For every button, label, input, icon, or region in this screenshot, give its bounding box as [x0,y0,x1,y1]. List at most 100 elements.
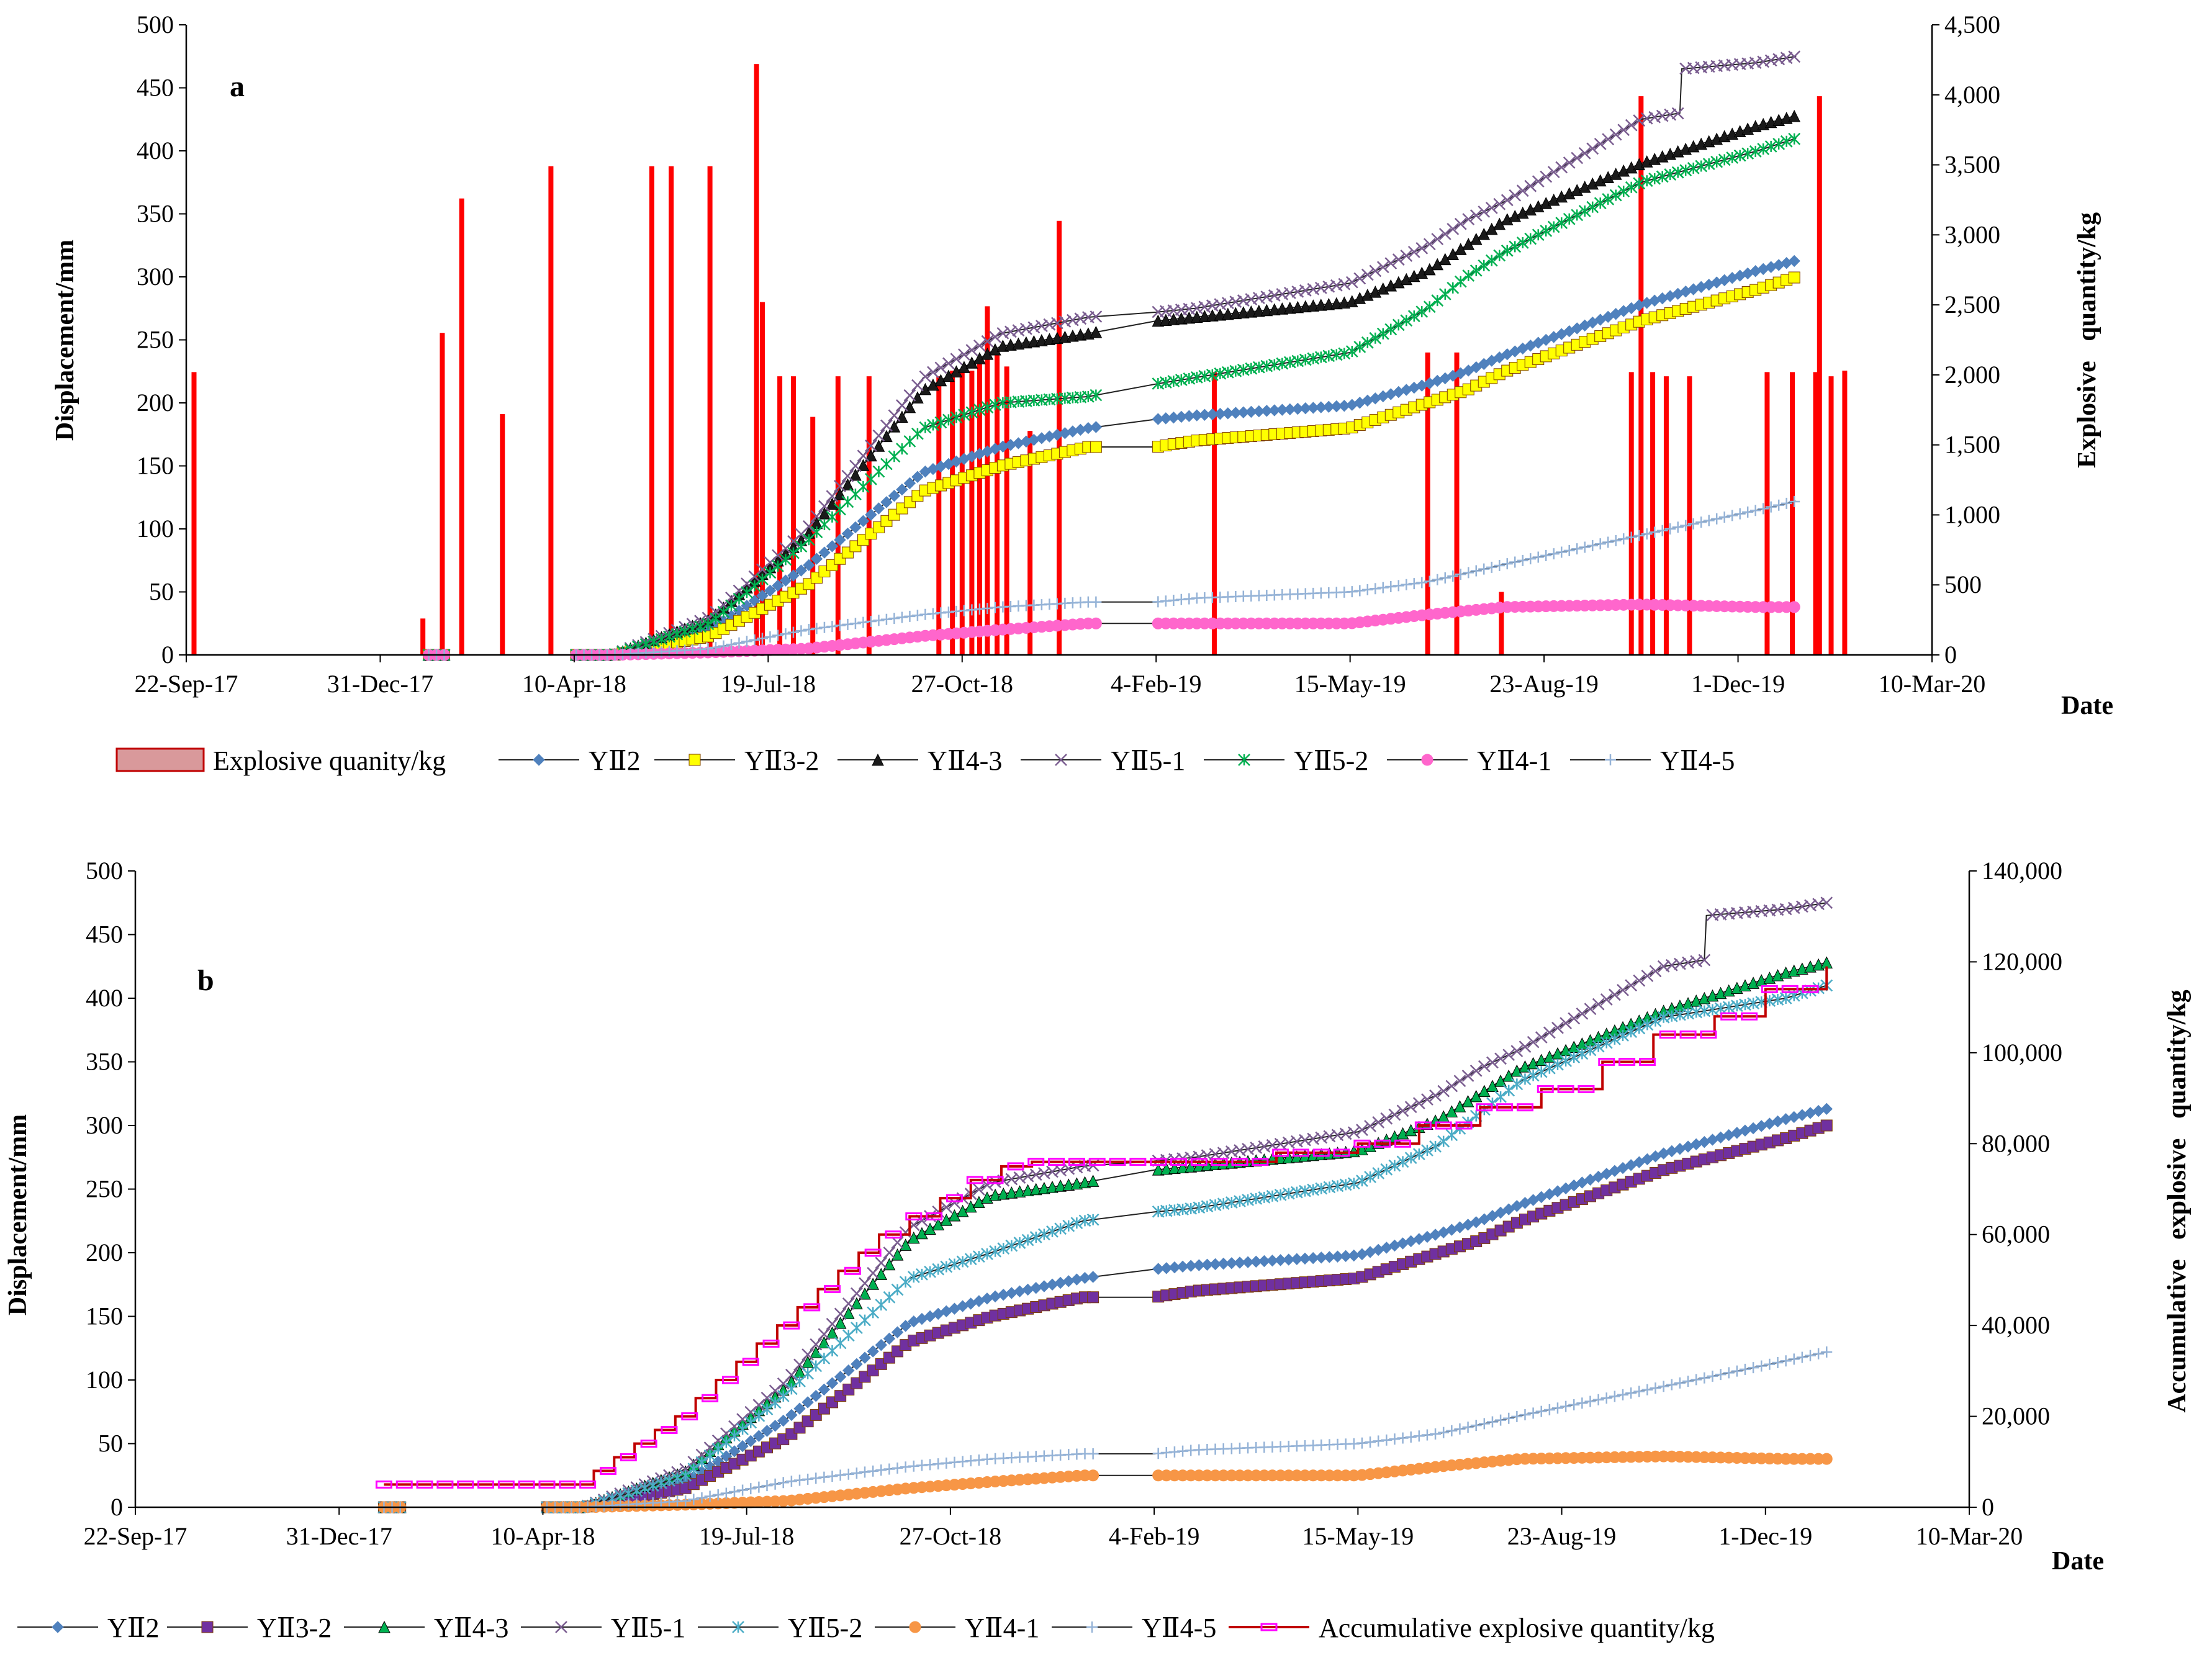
data-point-y-5-1 [1543,1026,1556,1039]
data-point-y-5-1 [1617,124,1630,137]
data-point-y-5-2 [1021,1233,1034,1247]
y-axis-title-a: Displacement/mm [51,240,79,441]
data-point-y-4-3 [857,459,870,471]
data-point-y-4-5 [1788,1353,1800,1365]
data-point-y-5-2 [1516,237,1529,249]
data-point-y-5-1 [1307,282,1320,295]
data-point-y-5-2 [916,1268,928,1281]
explosive-bar [1650,372,1656,655]
data-point-y-2 [880,496,893,508]
y2-tick-label: 80,000 [1982,1129,2050,1157]
panel-a: a 0 50 100 150 200 250 300 350 400 450 500 0 500 1,00… [51,11,2113,776]
legend-item-y-5-1: YⅡ5-1 [521,1613,685,1643]
data-point-y-5-1 [880,419,893,432]
data-point-y-5-1 [950,353,963,366]
y2-tick-label: 1,500 [1944,431,2000,459]
data-point-accumulative-explosive-quantity-kg [518,1480,535,1489]
data-point-y-5-1 [1438,228,1451,240]
data-point-y-4-5 [1695,516,1707,528]
data-point-y-2 [903,477,916,490]
data-point-y-5-1 [1012,324,1025,336]
data-point-y-5-2 [1062,1219,1075,1232]
data-point-y-5-2 [1641,1018,1654,1031]
data-point-y-5-2 [932,1263,945,1276]
x-axis-title-a: Date [2061,692,2113,720]
data-point-y-5-2 [1380,1163,1393,1176]
data-point-y-5-1 [1046,1165,1059,1178]
data-point-y-5-2 [1322,349,1335,363]
data-point-y-5-1 [851,1287,863,1300]
y-tick-label: 350 [137,200,174,228]
data-point-y-5-1 [1260,291,1273,303]
legend-label: YⅡ2 [107,1613,160,1643]
data-point-y-5-2 [761,1403,774,1416]
data-point-y-4-5 [1758,503,1769,515]
data-point-accumulative-explosive-quantity-kg [1761,985,1778,993]
data-point-y-5-2 [1396,1155,1409,1168]
data-point-accumulative-explosive-quantity-kg [844,1266,861,1275]
data-point-y-5-1 [803,520,815,533]
data-point-y-4-5 [1563,544,1575,556]
legend-label: YⅡ4-1 [965,1613,1039,1643]
y-tick-label: 0 [111,1493,123,1521]
data-point-y-5-2 [948,1258,961,1271]
data-point-y-5-2 [1005,1239,1018,1252]
y2-tick-label: 2,500 [1944,291,2000,318]
data-point-y-5-2 [671,1471,684,1484]
data-point-y-4-5 [826,1470,838,1482]
data-point-y-4-3 [1176,1161,1189,1173]
data-point-y-5-1 [841,469,854,482]
data-point-y-4-5 [1633,530,1645,541]
data-point-y-4-3 [1563,187,1576,200]
data-point-accumulative-explosive-quantity-kg [702,1394,719,1402]
data-point-y-4-5 [1494,559,1506,571]
legend-swatch-marker [1421,754,1433,766]
legend-item-y-5-2: YⅡ5-2 [1204,746,1368,776]
data-point-y-4-5 [1361,584,1373,595]
legend-swatch-marker [1086,1621,1098,1633]
data-point-y-5-1 [1454,217,1467,230]
data-point-y-5-1 [1423,238,1436,251]
data-point-y-5-1 [1356,1124,1368,1137]
y-tick-label: 50 [149,578,174,606]
data-point-y-4-3 [1315,1148,1328,1161]
data-point-y-4-5 [896,611,908,623]
data-point-y-4-3 [1396,1127,1409,1140]
data-point-y-5-1 [1478,1060,1491,1073]
data-point-y-4-5 [1609,1391,1620,1402]
data-point-y-4-3 [1524,203,1537,216]
data-point-y-5-2 [964,1253,977,1266]
data-point-y-4-3 [842,1307,855,1319]
data-point-y-5-1 [1431,233,1444,245]
data-point-y-5-1 [888,409,901,422]
panel-label-b: b [197,964,214,997]
data-point-y-5-2 [899,1276,912,1289]
data-point-y-5-1 [1019,322,1032,335]
data-point-y-5-1 [1617,983,1629,996]
data-point-y-5-2 [1586,201,1599,214]
data-point-y-5-2 [1718,153,1731,166]
data-point-y-5-2 [1633,177,1646,190]
legend-swatch-bar [115,747,205,772]
data-point-y-5-2 [989,1245,1001,1258]
panel-b: b 0 50 100 150 200 250 300 350 400 450 500 0 20,000 4… [4,857,2192,1643]
data-point-y-2 [818,1383,831,1396]
y-tick-label: 150 [137,452,174,480]
series-line-y-5-2 [384,985,1827,1508]
data-point-y-5-2 [1494,1090,1507,1103]
data-point-y-4-5 [1408,578,1420,590]
data-point-y-5-1 [1571,151,1584,165]
y2-tick-label: 140,000 [1982,857,2062,885]
series-y-3-2 [377,1119,1833,1513]
data-point-y-5-2 [1369,331,1382,345]
data-point-y-5-2 [622,1487,635,1500]
data-point-y-5-2 [1070,1217,1083,1230]
x-tick-label: 10-Apr-18 [522,670,626,698]
data-point-y-2 [1820,1103,1833,1116]
data-point-y-4-5 [873,615,885,626]
data-point-y-5-1 [1237,294,1250,307]
data-point-y-5-2 [764,566,777,579]
data-point-accumulative-explosive-quantity-kg [436,1480,454,1489]
data-point-y-5-1 [940,1201,953,1214]
